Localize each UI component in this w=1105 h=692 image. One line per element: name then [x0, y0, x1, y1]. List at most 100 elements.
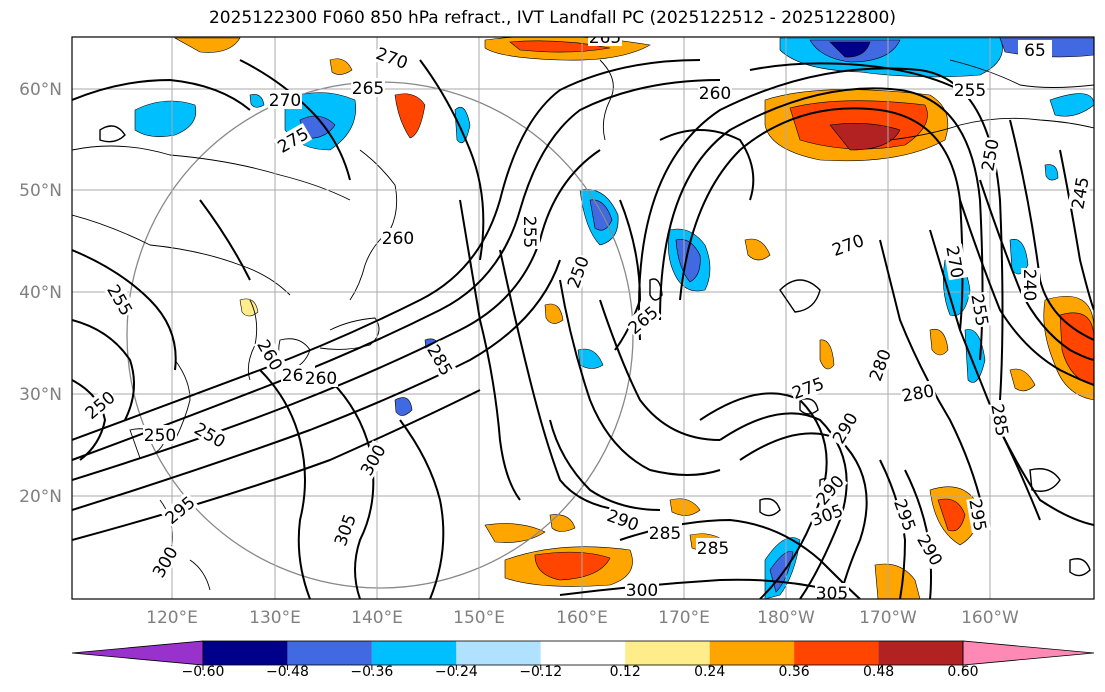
- shading-patch-negative: [454, 106, 471, 144]
- contour-label-bg: [648, 523, 682, 542]
- latitude-label: 60°N: [19, 80, 62, 100]
- shading-patch-negative: [829, 41, 871, 58]
- shading-patch-positive: [829, 123, 901, 151]
- shading-patch-negative: [299, 115, 336, 139]
- latitude-label: 20°N: [19, 487, 62, 507]
- latitude-label: 50°N: [19, 181, 62, 201]
- map-title: 2025122300 F060 850 hPa refract., IVT La…: [208, 8, 896, 28]
- contour-label: 255: [954, 81, 986, 101]
- contour-label-bg: [913, 530, 948, 570]
- colorbar-tick-label: 0.60: [947, 664, 978, 680]
- colorbar-segment: [794, 641, 879, 665]
- colorbar-segment: [709, 641, 795, 665]
- colorbar-segment: [878, 641, 963, 665]
- longitude-label: 140°E: [351, 608, 403, 628]
- contour-label-bg: [698, 83, 732, 102]
- shading-patch-negative: [1009, 238, 1029, 275]
- contour-label-bg: [190, 417, 230, 452]
- contour-label-bg: [355, 440, 390, 480]
- colorbar-segment: [371, 641, 457, 665]
- contour-label-bg: [890, 495, 921, 535]
- longitude-label: 120°E: [146, 608, 198, 628]
- shading-patch-positive: [544, 303, 564, 324]
- colorbar-tick-label: −0.48: [266, 664, 309, 680]
- colorbar-segment: [456, 641, 541, 665]
- shading-patch-positive: [937, 498, 966, 532]
- shading-patch-positive: [509, 40, 611, 53]
- contour-label-bg: [953, 80, 987, 99]
- contour-label-bg: [80, 386, 119, 423]
- contour-label-bg: [977, 136, 1002, 174]
- shading-patch-positive: [394, 93, 426, 139]
- colorbar-segment: [625, 641, 710, 665]
- longitude-label: 180°W: [757, 608, 815, 628]
- contour-label: 285: [697, 539, 729, 559]
- contour-label-bg: [304, 368, 338, 387]
- contour-label: 305: [816, 584, 848, 604]
- contour-label-bg: [966, 496, 991, 534]
- colorbar-tick-label: −0.60: [182, 664, 225, 680]
- contour-label-bg: [1018, 40, 1052, 59]
- longitude-label: 170°E: [658, 608, 710, 628]
- contour-label-bg: [815, 583, 849, 599]
- shading-patch-negative: [249, 94, 265, 108]
- contour-label: 260: [699, 84, 731, 104]
- contour-label-bg: [381, 228, 415, 247]
- contour-label-bg: [623, 301, 662, 338]
- contour-label-bg: [625, 580, 659, 599]
- colorbar-tick-label: 0.24: [694, 664, 725, 680]
- colorbar-segment: [203, 641, 288, 665]
- contour-label: 240: [1019, 269, 1039, 301]
- contour-label: 260: [382, 229, 414, 249]
- contour-label-bg: [521, 215, 540, 249]
- map-frame: [71, 36, 1095, 600]
- contour-label-bg: [143, 425, 177, 444]
- colorbar-tick-label: −0.12: [519, 664, 562, 680]
- shading-patch-negative: [964, 329, 986, 383]
- colorbar-tick-label: 0.48: [863, 664, 894, 680]
- colorbar-frame: [202, 640, 964, 666]
- shading-patch-negative: [134, 100, 197, 137]
- shading-patch-positive: [929, 328, 949, 356]
- contour-label-bg: [968, 291, 993, 329]
- contour-label-bg: [807, 499, 847, 530]
- contour-label-bg: [943, 243, 968, 281]
- contour-label-bg: [423, 340, 458, 380]
- contour-label-bg: [372, 42, 412, 73]
- shading-patch-positive: [239, 298, 259, 317]
- contour-label: 250: [144, 426, 176, 446]
- contour-label-bg: [1021, 268, 1040, 302]
- contour-label-bg: [827, 408, 862, 448]
- shading-patch-positive: [744, 238, 771, 261]
- contour-label-bg: [147, 542, 182, 582]
- shading-patch-negative: [1044, 164, 1059, 181]
- contour-label-bg: [351, 78, 385, 97]
- longitude-label: 160°W: [961, 608, 1019, 628]
- shading-patch-negative: [394, 397, 413, 416]
- longitude-label: 160°E: [556, 608, 608, 628]
- contour-label-bg: [1067, 174, 1092, 212]
- contour-label: 255: [519, 216, 539, 248]
- contour-label: 285: [649, 524, 681, 544]
- contour-label-bg: [988, 401, 1013, 439]
- contour-label: 300: [626, 581, 658, 601]
- contour-label: 265: [589, 28, 621, 48]
- contour-label: 270: [269, 91, 301, 111]
- contour-label-bg: [828, 229, 868, 260]
- contour-label-bg: [788, 372, 828, 403]
- shading-patch-positive: [549, 514, 576, 532]
- contour-label: 260: [305, 369, 337, 389]
- colorbar-segment: [287, 641, 372, 665]
- shading-patch-positive: [1009, 368, 1036, 392]
- colorbar-tick-label: −0.36: [350, 664, 393, 680]
- colorbar-segment: [540, 641, 626, 665]
- colorbar-extend-low: [71, 640, 204, 666]
- colorbar: −0.60 −0.48 −0.36 −0.24 −0.12 0.12 0.24 0.36 0.4…: [71, 640, 1095, 680]
- shading-patch-negative: [577, 348, 604, 369]
- colorbar-tick-label: 0.36: [779, 664, 810, 680]
- contour-label-bg: [253, 335, 288, 375]
- colorbar-tick-label: −0.24: [435, 664, 478, 680]
- contour-label-bg: [864, 345, 895, 385]
